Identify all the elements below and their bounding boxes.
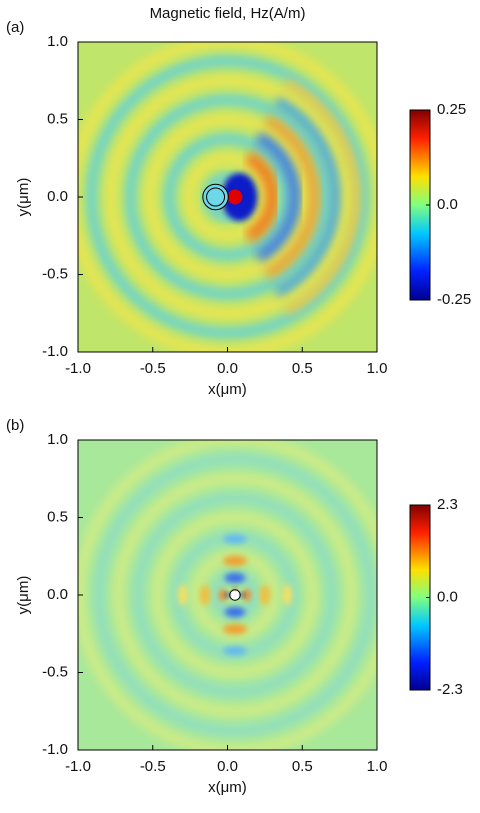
- x-axis-label: x(μm): [208, 779, 247, 796]
- field-ring: [106, 75, 349, 319]
- x-tick-label: 1.0: [367, 758, 388, 775]
- field-ring: [164, 134, 291, 260]
- scatterer: [206, 187, 226, 207]
- field-arc: [274, 97, 340, 297]
- field-core: [229, 589, 241, 601]
- y-tick-label: 0.5: [47, 508, 68, 525]
- field-arc: [284, 79, 360, 315]
- field-lobe: [223, 534, 247, 544]
- field-blob: [227, 189, 243, 205]
- x-tick-label: -1.0: [65, 758, 91, 775]
- field-lobe: [223, 555, 247, 567]
- x-tick-label: 0.5: [292, 758, 313, 775]
- x-tick-label: -0.5: [140, 360, 166, 377]
- y-tick-label: -0.5: [42, 663, 68, 680]
- colorbar-tick-label: 0.0: [437, 588, 458, 605]
- field-ring: [145, 114, 310, 280]
- x-axis-label: x(μm): [208, 381, 247, 398]
- y-tick-label: 0.0: [47, 188, 68, 205]
- chart-title: Magnetic field, Hz(A/m): [150, 5, 306, 22]
- field-lobe: [223, 646, 247, 656]
- field-lobe: [219, 589, 227, 601]
- field-lobe: [282, 584, 292, 606]
- field-lobe: [240, 592, 245, 598]
- field-lobe: [199, 584, 211, 606]
- field-lobe: [225, 592, 230, 598]
- field-lobe: [243, 589, 251, 601]
- field-arc: [244, 151, 280, 243]
- field-ring: [133, 493, 337, 697]
- y-axis-label: y(μm): [15, 576, 32, 615]
- field-ring: [94, 454, 376, 736]
- y-axis-label: y(μm): [15, 178, 32, 217]
- heatmap: [78, 440, 377, 750]
- x-tick-label: 0.5: [292, 360, 313, 377]
- y-tick-label: 1.0: [47, 431, 68, 448]
- colorbar-tick-label: 0.25: [437, 101, 466, 118]
- field-lobe: [223, 623, 247, 635]
- y-tick-label: 0.5: [47, 110, 68, 127]
- field-lobe: [259, 584, 271, 606]
- field-lobe: [224, 572, 246, 584]
- field-arc: [264, 115, 320, 279]
- y-tick-label: 0.0: [47, 586, 68, 603]
- colorbar-tick-label: -2.3: [437, 681, 463, 698]
- x-tick-label: 0.0: [217, 758, 238, 775]
- field-lobe: [224, 606, 246, 618]
- field-lobe: [233, 587, 237, 591]
- y-tick-label: -1.0: [42, 741, 68, 758]
- field-ring: [86, 56, 369, 338]
- y-tick-label: 1.0: [47, 33, 68, 50]
- colorbar-tick-label: -0.25: [437, 291, 471, 308]
- field-ring: [152, 512, 318, 678]
- field-lobe: [178, 584, 188, 606]
- x-tick-label: -1.0: [65, 360, 91, 377]
- field-arc: [255, 131, 301, 263]
- heatmap: [78, 42, 377, 352]
- y-tick-label: -0.5: [42, 265, 68, 282]
- field-ring: [125, 95, 330, 299]
- x-tick-label: 0.0: [217, 360, 238, 377]
- panel-label: (a): [6, 19, 24, 36]
- colorbar-tick-label: 0.0: [437, 196, 458, 213]
- colorbar-tick-label: 2.3: [437, 496, 458, 513]
- y-tick-label: -1.0: [42, 343, 68, 360]
- x-tick-label: 1.0: [367, 360, 388, 377]
- panel-label: (b): [6, 417, 24, 434]
- field-ring: [113, 473, 357, 717]
- x-tick-label: -0.5: [140, 758, 166, 775]
